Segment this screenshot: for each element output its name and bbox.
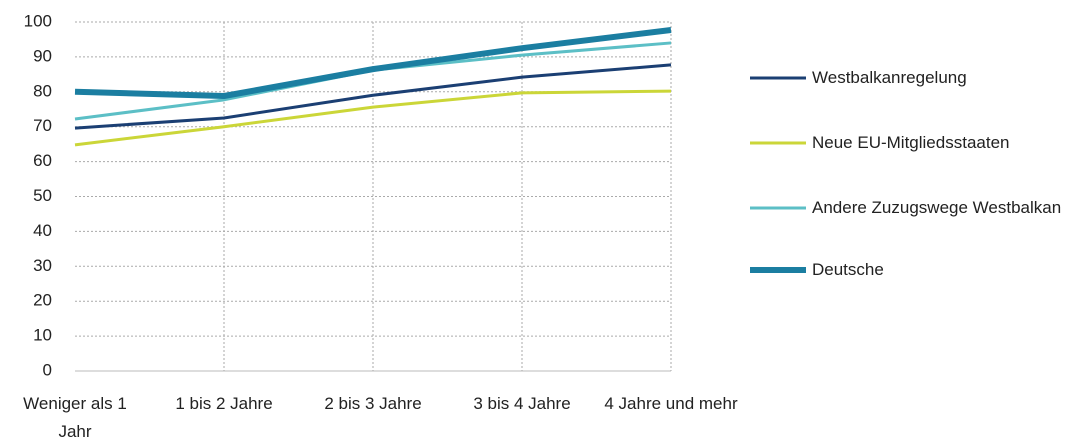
y-tick-label: 40 [33, 221, 52, 240]
x-tick-label: 1 bis 2 Jahre [175, 394, 273, 413]
series-line [74, 89, 672, 147]
y-tick-label: 70 [33, 116, 52, 135]
x-tick-label: 3 bis 4 Jahre [473, 394, 571, 413]
y-tick-label: 100 [24, 11, 52, 30]
x-tick-label: Weniger als 1 Jahr [23, 394, 127, 441]
legend-label: Neue EU-Mitgliedsstaaten [812, 133, 1010, 152]
legend-label: Westbalkanregelung [812, 68, 967, 87]
legend-label: Deutsche [812, 260, 884, 279]
legend-label: Andere Zuzugswege Westbalkan [812, 198, 1062, 217]
y-tick-label: 10 [33, 326, 52, 345]
series-line [74, 63, 672, 130]
y-tick-label: 20 [33, 291, 52, 310]
x-tick-label: 4 Jahre und mehr [604, 394, 738, 413]
y-tick-label: 50 [33, 186, 52, 205]
x-tick-label: 2 bis 3 Jahre [324, 394, 422, 413]
y-tick-label: 0 [43, 360, 52, 379]
series-line [74, 27, 672, 99]
y-tick-label: 30 [33, 256, 52, 275]
y-tick-label: 60 [33, 151, 52, 170]
y-tick-label: 80 [33, 81, 52, 100]
y-tick-label: 90 [33, 46, 52, 65]
